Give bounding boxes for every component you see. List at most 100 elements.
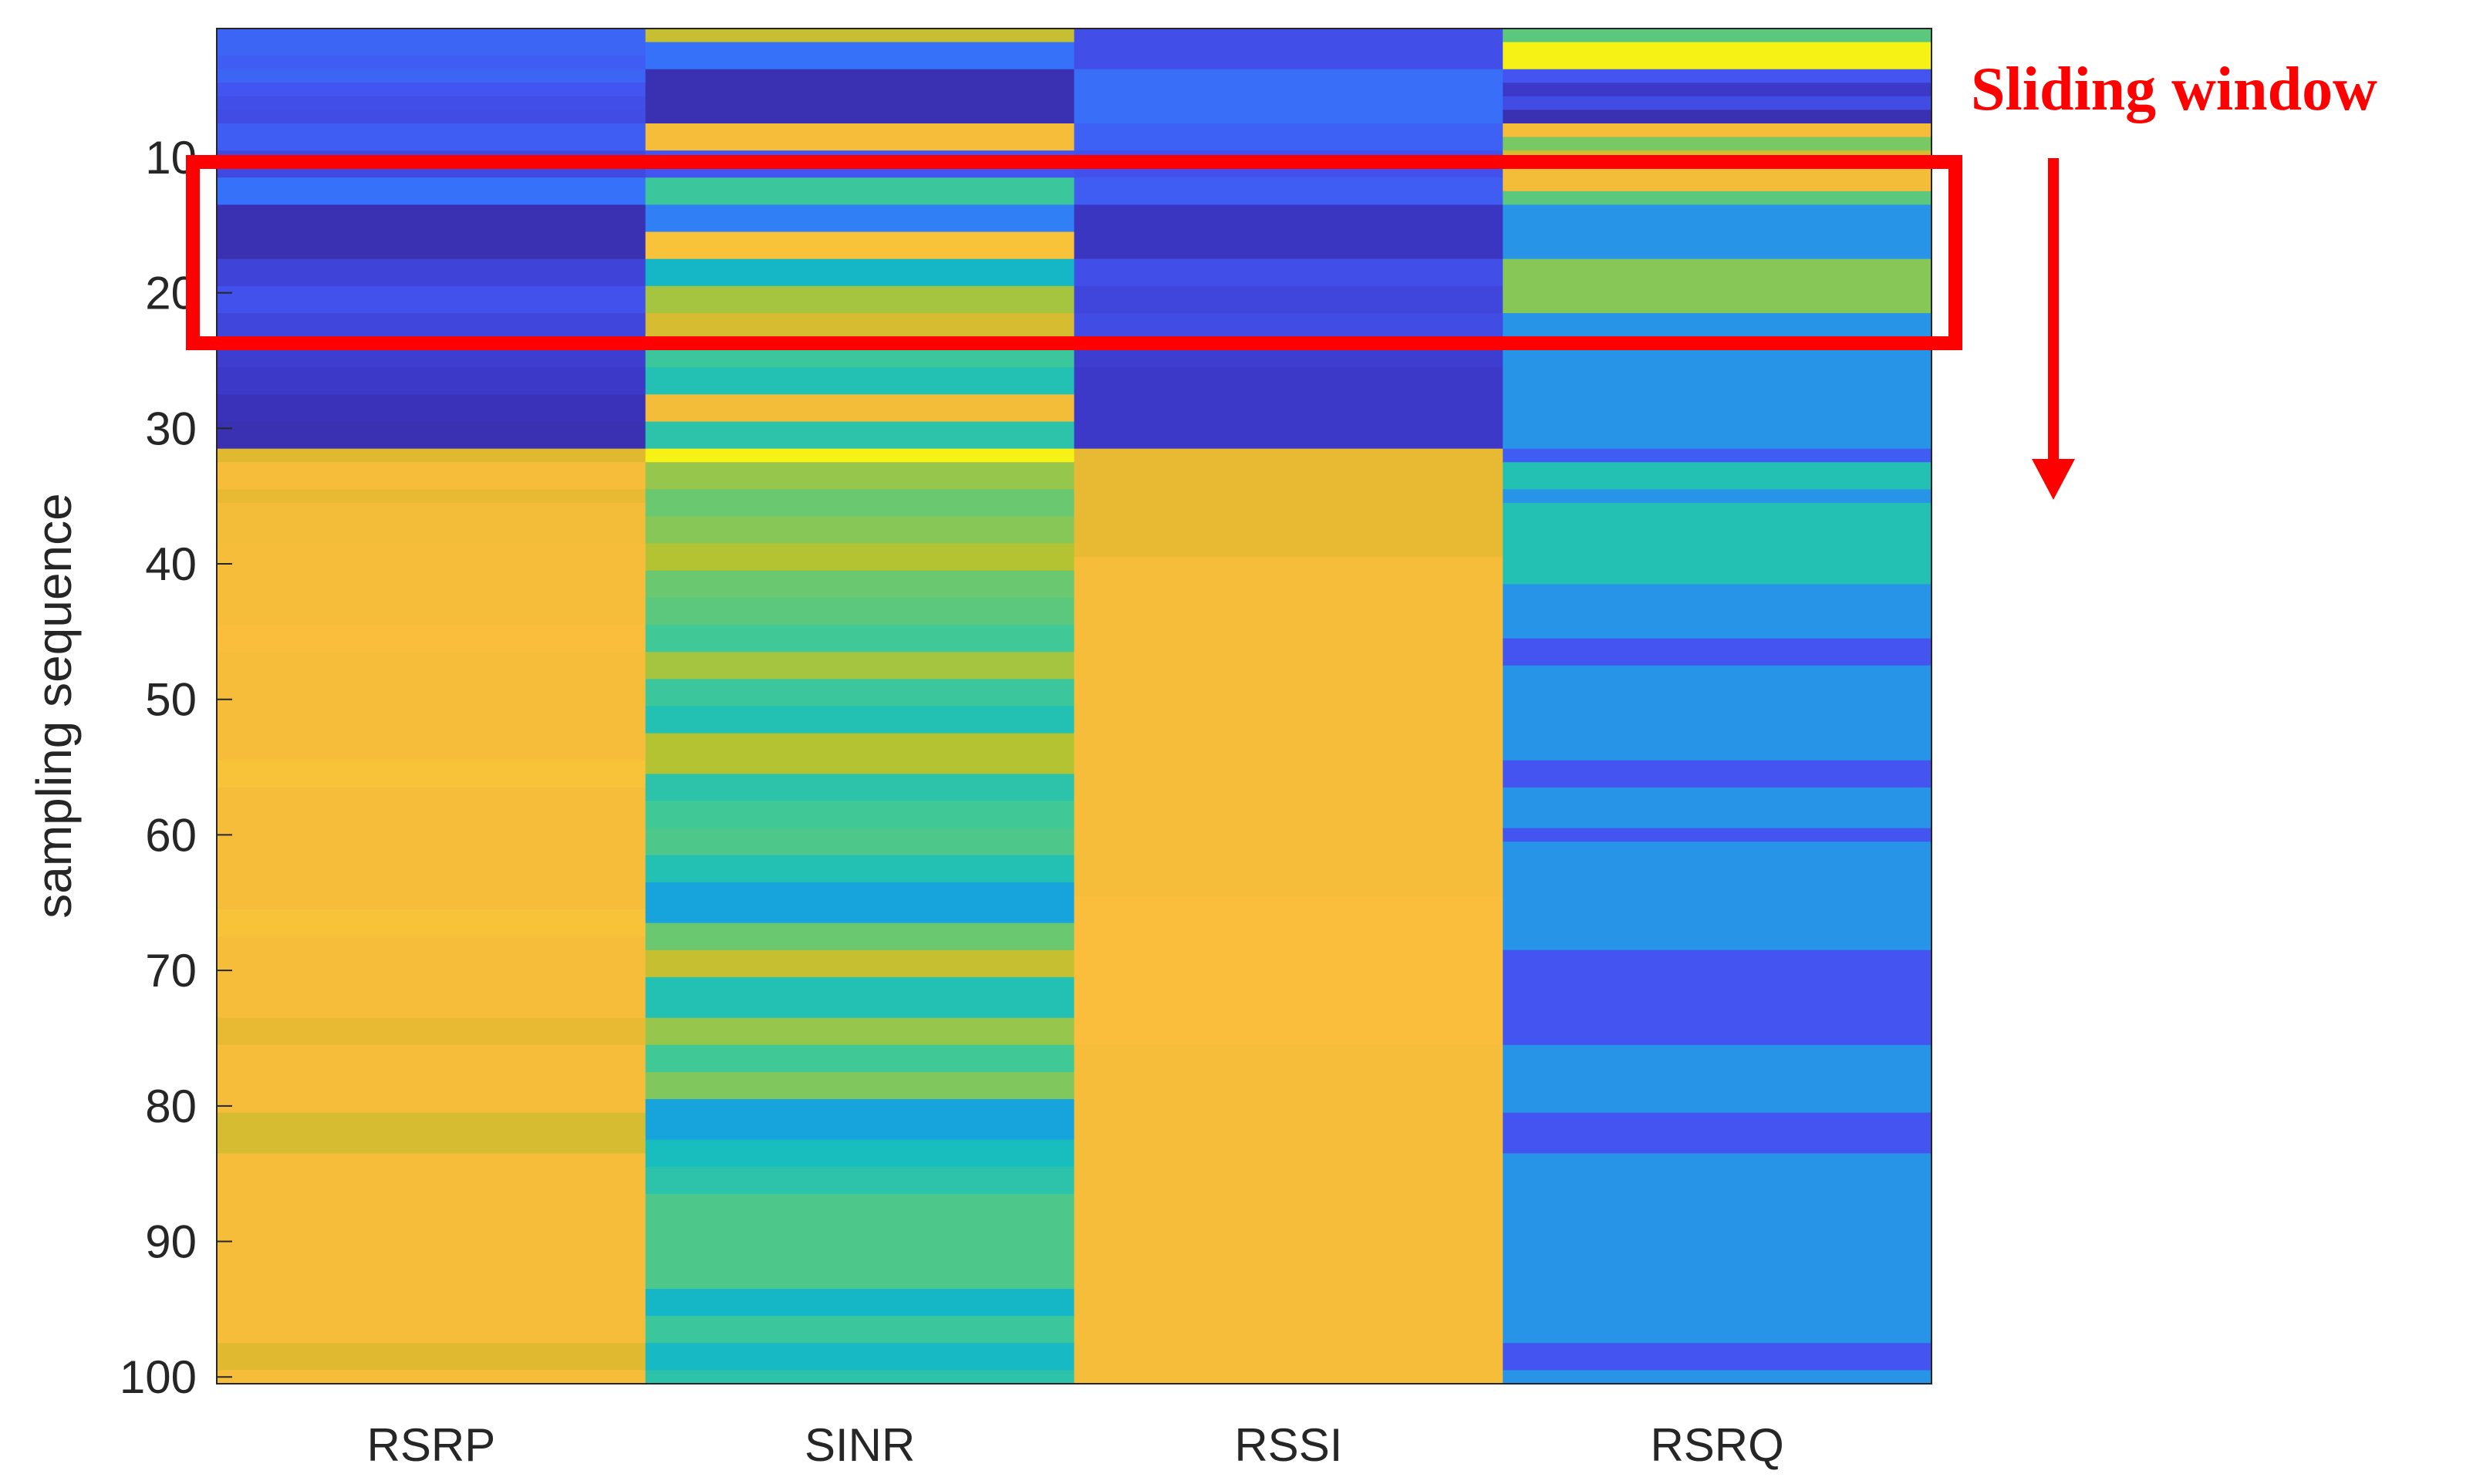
x-tick-label-rssi: RSSI: [1234, 1419, 1342, 1471]
heatmap-cell-rsrp-5-5: [217, 83, 646, 97]
heatmap-cell-rsrq-32-32: [1503, 448, 1932, 463]
heatmap-cell-rsrq-57-59: [1503, 787, 1932, 829]
heatmap-cell-rsrp-1-2: [217, 29, 646, 56]
heatmap-cell-sinr-18-19: [645, 258, 1075, 287]
heatmap-cell-rsrq-42-45: [1503, 584, 1932, 639]
heatmap-cell-rssi-18-19: [1074, 258, 1503, 287]
heatmap-cell-sinr-56-57: [645, 774, 1075, 801]
heatmap-cell-rsrp-26-27: [217, 367, 646, 395]
heatmap-cell-sinr-74-75: [645, 1017, 1075, 1046]
heatmap-cell-rsrp-30-31: [217, 421, 646, 450]
y-tick-label: 60: [145, 809, 197, 861]
heatmap-cell-rsrq-60-60: [1503, 828, 1932, 842]
heatmap-cell-rsrq-55-56: [1503, 760, 1932, 788]
heatmap-cell-rssi-40-64: [1074, 557, 1503, 896]
heatmap-cell-sinr-98-99: [645, 1343, 1075, 1371]
heatmap-cell-sinr-53-55: [645, 733, 1075, 774]
heatmap-cell-rsrq-69-75: [1503, 949, 1932, 1046]
heatmap-cell-rsrp-47-54: [217, 652, 646, 761]
heatmap-cell-rssi-32-39: [1074, 448, 1503, 558]
heatmap-cell-rsrp-3-3: [217, 56, 646, 70]
plot-frame: [216, 28, 1932, 1385]
heatmap-cell-rssi-1-3: [1074, 29, 1503, 70]
heatmap-cell-rsrp-14-17: [217, 204, 646, 260]
heatmap-cell-rsrp-32-32: [217, 448, 646, 463]
heatmap-cell-sinr-43-44: [645, 597, 1075, 626]
y-tick-label: 70: [145, 945, 197, 997]
heatmap-cell-sinr-8-9: [645, 123, 1075, 151]
heatmap-cell-sinr-35-36: [645, 489, 1075, 518]
heatmap-cell-rsrp-4-4: [217, 69, 646, 83]
heatmap-cell-sinr-28-29: [645, 394, 1075, 423]
heatmap-cell-sinr-2-3: [645, 42, 1075, 70]
heatmap-cell-rsrq-61-68: [1503, 841, 1932, 951]
heatmap-cell-sinr-4-7: [645, 69, 1075, 124]
heatmap-cell-sinr-47-48: [645, 652, 1075, 680]
heatmap-cell-rsrq-2-3: [1503, 42, 1932, 70]
y-tick-label: 90: [145, 1216, 197, 1268]
heatmap-cell-sinr-87-93: [645, 1194, 1075, 1290]
x-axis-ticks: RSRP SINR RSSI RSRQ: [367, 1419, 1784, 1471]
heatmap-cell-rsrp-66-67: [217, 909, 646, 937]
heatmap-cell-rsrp-22-23: [217, 312, 646, 341]
heatmap-cell-rsrp-39-44: [217, 543, 646, 626]
heatmap-cell-rsrp-28-29: [217, 394, 646, 423]
y-axis-label: sampling sequence: [26, 493, 82, 918]
heatmap-cell-sinr-22-23: [645, 312, 1075, 341]
heatmap-cell-rssi-76-100: [1074, 1044, 1503, 1385]
heatmap-cell-rsrq-24-31: [1503, 340, 1932, 450]
heatmap-cell-rsrq-46-47: [1503, 638, 1932, 666]
heatmap-cell-rssi-22-23: [1074, 312, 1503, 341]
heatmap-cell-rsrp-84-97: [217, 1153, 646, 1344]
heatmap-cell-rsrp-33-34: [217, 462, 646, 490]
heatmap-cell-rsrp-74-75: [217, 1017, 646, 1046]
heatmap-cell-rsrq-81-83: [1503, 1112, 1932, 1154]
heatmap-cell-rsrq-5-5: [1503, 83, 1932, 97]
heatmap-cell-rsrq-35-35: [1503, 489, 1932, 504]
heatmap-cell-rsrq-76-80: [1503, 1044, 1932, 1114]
y-tick-label: 100: [120, 1351, 197, 1403]
heatmap-cell-sinr-39-40: [645, 543, 1075, 572]
heatmap-cell-sinr-96-97: [645, 1316, 1075, 1344]
y-tick-label: 80: [145, 1081, 197, 1132]
heatmap-cell-rssi-4-7: [1074, 69, 1503, 124]
heatmap-cell-sinr-1-1: [645, 29, 1075, 43]
heatmap-cell-sinr-100-100: [645, 1370, 1075, 1385]
heatmap-cell-sinr-76-77: [645, 1044, 1075, 1073]
heatmap-cells: [217, 29, 1932, 1385]
heatmap-cell-rsrq-98-99: [1503, 1343, 1932, 1371]
heatmap-cell-sinr-12-13: [645, 177, 1075, 205]
heatmap-cell-rsrq-7-7: [1503, 110, 1932, 124]
heatmap-cell-sinr-80-82: [645, 1099, 1075, 1141]
heatmap-cell-rssi-8-9: [1074, 123, 1503, 151]
heatmap-cell-sinr-32-32: [645, 448, 1075, 463]
heatmap-cell-sinr-64-66: [645, 882, 1075, 924]
heatmap-cell-rssi-65-75: [1074, 895, 1503, 1046]
heatmap-cell-rsrp-98-99: [217, 1343, 646, 1371]
heatmap-cell-rsrp-20-21: [217, 285, 646, 314]
heatmap-cell-rsrq-36-41: [1503, 502, 1932, 585]
heatmap-cell-sinr-85-86: [645, 1166, 1075, 1195]
sliding-window-arrow: [2032, 158, 2075, 500]
x-tick-label-rsrp: RSRP: [367, 1419, 496, 1471]
heatmap-cell-rsrp-76-80: [217, 1044, 646, 1114]
heatmap-cell-sinr-20-21: [645, 285, 1075, 314]
heatmap-cell-sinr-60-61: [645, 828, 1075, 856]
heatmap-cell-rsrp-100-100: [217, 1370, 646, 1385]
heatmap-cell-sinr-30-31: [645, 421, 1075, 450]
heatmap-cell-rsrq-14-17: [1503, 204, 1932, 260]
heatmap-cell-rsrp-68-73: [217, 936, 646, 1019]
x-tick-label-rsrq: RSRQ: [1650, 1419, 1783, 1471]
heatmap-cell-rsrq-4-4: [1503, 69, 1932, 83]
y-tick-label: 30: [145, 403, 197, 454]
heatmap-cell-rsrp-8-9: [217, 123, 646, 151]
heatmap-cell-sinr-94-95: [645, 1289, 1075, 1317]
heatmap-cell-sinr-14-15: [645, 204, 1075, 233]
y-tick-label: 50: [145, 674, 197, 726]
heatmap-cell-rsrp-81-83: [217, 1112, 646, 1154]
heatmap-cell-rsrq-1-1: [1503, 29, 1932, 43]
sliding-window-box: [186, 155, 1962, 350]
heatmap-cell-sinr-49-50: [645, 679, 1075, 707]
heatmap-cell-rsrq-9-9: [1503, 137, 1932, 151]
